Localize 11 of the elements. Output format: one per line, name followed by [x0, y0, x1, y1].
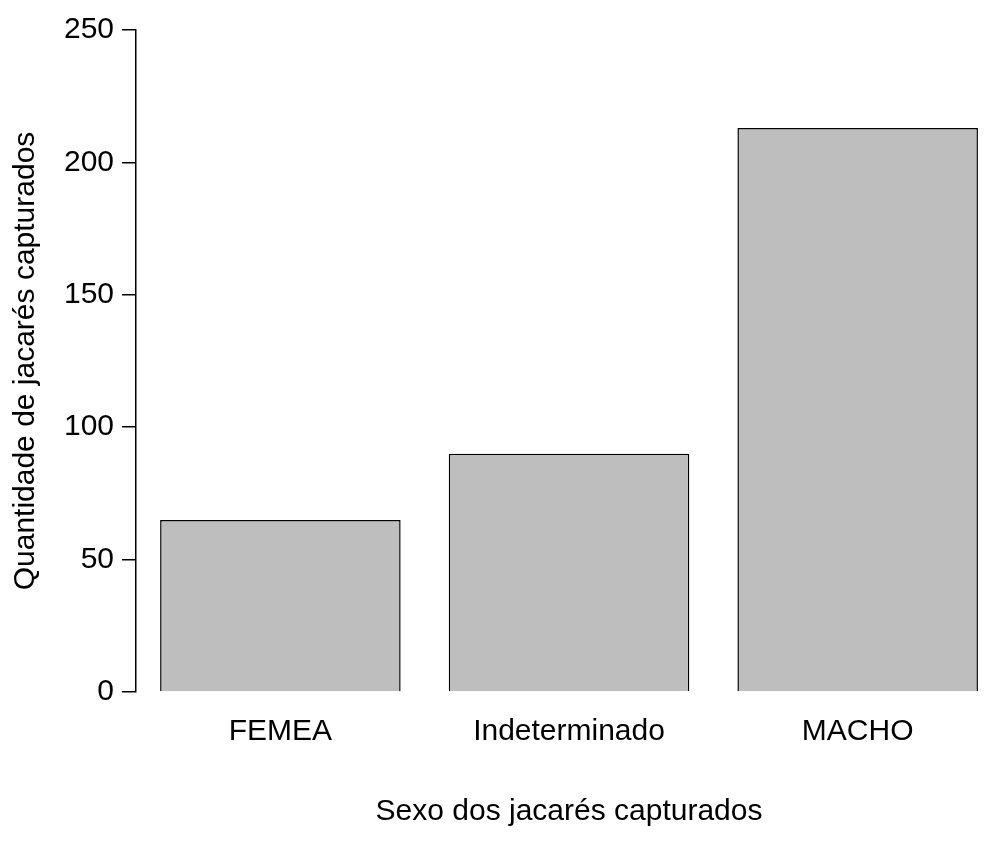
x-axis-title: Sexo dos jacarés capturados: [375, 793, 763, 827]
x-tick-label: FEMEA: [228, 713, 333, 747]
y-tick-label: 50: [80, 540, 115, 574]
y-tick-label: 250: [63, 11, 115, 45]
y-tick-label: 0: [97, 673, 115, 707]
x-tick-label: Indeterminado: [473, 713, 665, 747]
y-tick-label: 200: [63, 143, 115, 177]
x-tick-label: MACHO: [801, 713, 914, 747]
y-tick-label: 150: [63, 276, 115, 310]
y-tick-label: 100: [63, 408, 115, 442]
y-axis-title: Quantidade de jacarés capturados: [7, 131, 41, 591]
